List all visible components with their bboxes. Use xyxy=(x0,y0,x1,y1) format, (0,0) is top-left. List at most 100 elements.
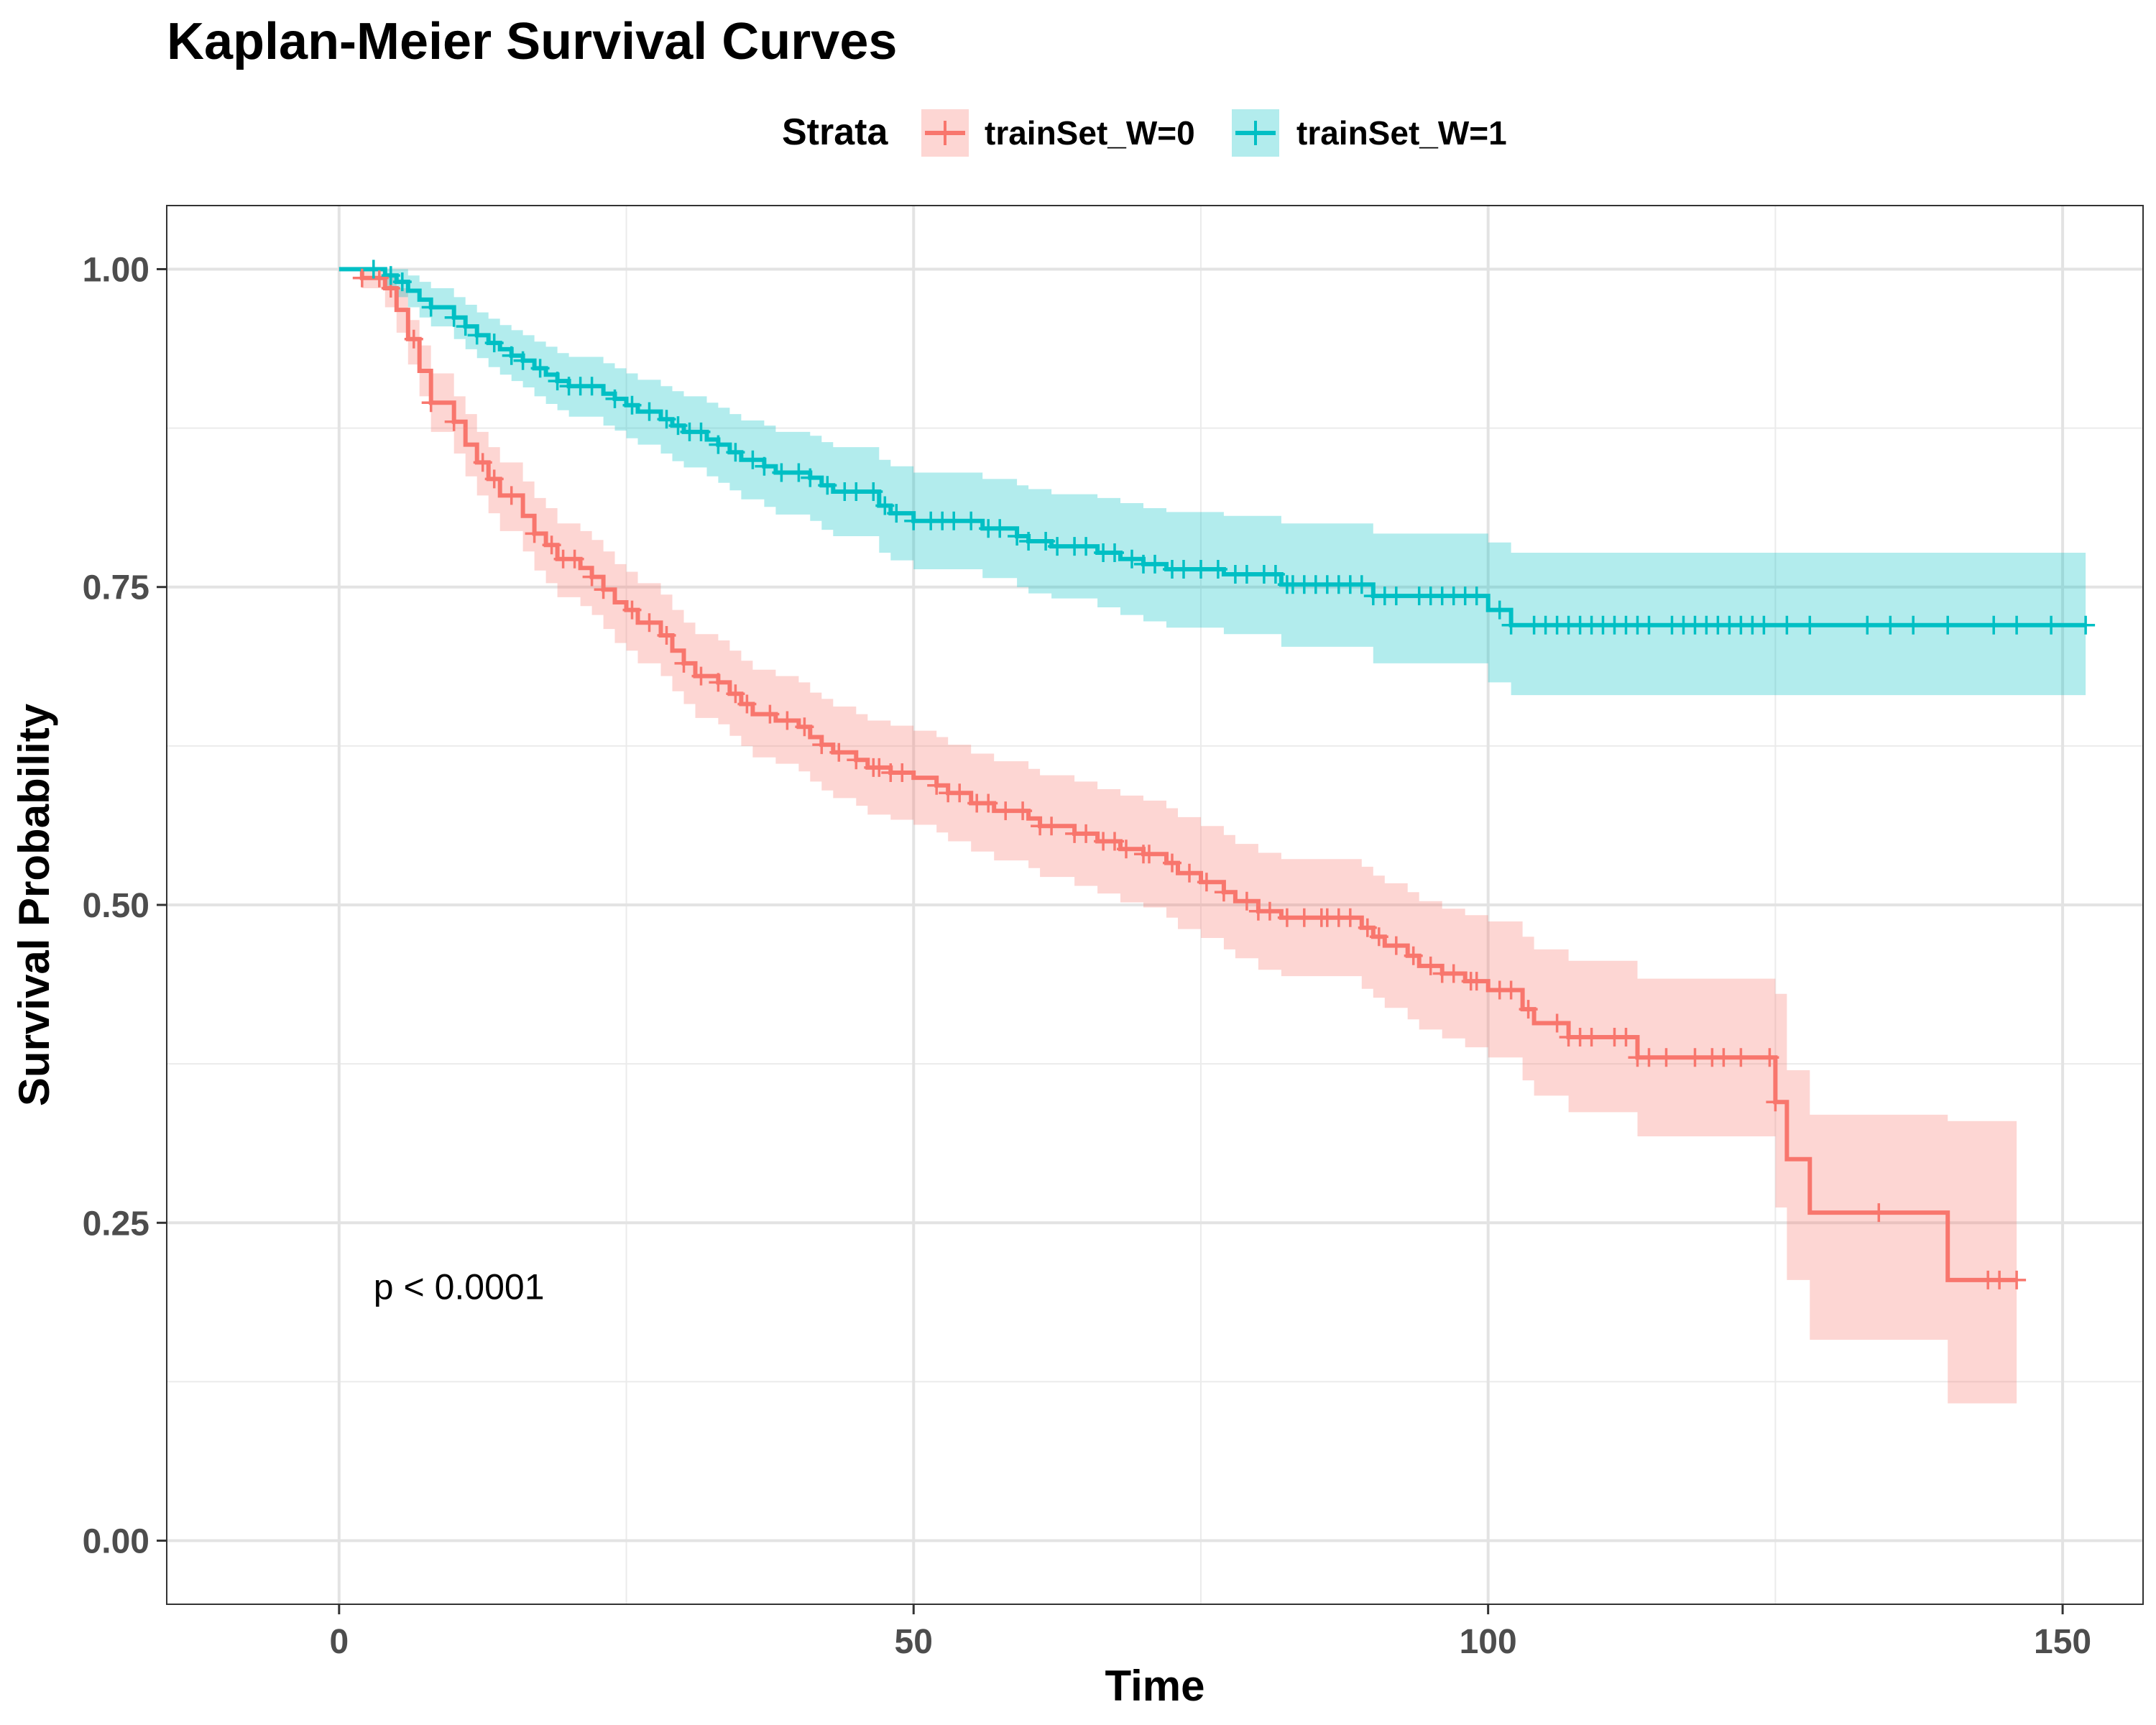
p-value-annotation: p < 0.0001 xyxy=(374,1266,545,1307)
censor-mark-w1 xyxy=(2042,615,2061,635)
censor-mark-w0 xyxy=(542,535,561,555)
censor-mark-w1 xyxy=(1777,615,1797,635)
x-axis-title: Time xyxy=(1105,1662,1205,1710)
censor-mark-w0 xyxy=(829,742,849,762)
censor-mark-w0 xyxy=(847,750,866,770)
censor-mark-w1 xyxy=(1800,615,1820,635)
censor-mark-w1 xyxy=(1386,586,1406,606)
censor-mark-w1 xyxy=(622,395,642,415)
censor-mark-w0 xyxy=(1501,980,1521,1000)
censor-mark-w1 xyxy=(1639,615,1659,635)
censor-mark-w0 xyxy=(1294,908,1314,927)
survival-curve-w0 xyxy=(338,267,2017,1282)
censor-mark-w1 xyxy=(801,468,820,487)
censor-mark-w0 xyxy=(778,711,797,730)
censor-mark-w1 xyxy=(605,389,625,408)
legend-item-w0: trainSet_W=0 xyxy=(921,109,1195,157)
censor-mark-w1 xyxy=(1984,615,2004,635)
x-tick-label: 100 xyxy=(1460,1623,1517,1661)
chart-title: Kaplan-Meier Survival Curves xyxy=(167,13,897,70)
censor-mark-w0 xyxy=(582,567,602,586)
censor-mark-w0 xyxy=(404,329,423,349)
censor-mark-w1 xyxy=(962,511,981,530)
censor-mark-w0 xyxy=(691,666,711,686)
censor-mark-w0 xyxy=(1467,972,1486,991)
censor-mark-w0 xyxy=(565,549,584,569)
censor-mark-w0 xyxy=(950,783,969,803)
censor-mark-w1 xyxy=(640,402,659,421)
censor-mark-w0 xyxy=(1260,901,1279,921)
y-tick-label: 0.50 xyxy=(83,887,149,925)
censor-mark-w1 xyxy=(392,272,412,292)
censor-mark-w0 xyxy=(893,763,912,782)
censor-mark-w0 xyxy=(352,268,372,288)
censor-mark-w1 xyxy=(467,326,487,345)
censor-mark-w1 xyxy=(944,511,964,530)
x-axis-ticks: 0 50 100 150 xyxy=(329,1604,2091,1661)
censor-mark-w1 xyxy=(1490,600,1509,620)
censor-mark-w0 xyxy=(996,801,1015,821)
censor-mark-w0 xyxy=(1013,801,1033,821)
censor-mark-w0 xyxy=(1277,908,1296,927)
censor-mark-w0 xyxy=(1547,1013,1567,1033)
censor-mark-w0 xyxy=(622,600,642,620)
censor-mark-w0 xyxy=(1731,1048,1751,1067)
censor-mark-w1 xyxy=(1501,615,1521,635)
confidence-bands xyxy=(338,269,2086,1404)
censor-mark-w1 xyxy=(1146,554,1164,574)
censor-mark-w0 xyxy=(421,393,441,413)
censor-mark-w0 xyxy=(760,704,780,724)
x-tick-label: 0 xyxy=(329,1623,349,1661)
censor-mark-w0 xyxy=(1404,946,1423,965)
censor-mark-w0 xyxy=(870,758,889,777)
censor-mark-w1 xyxy=(502,346,521,365)
censor-mark-w1 xyxy=(1237,565,1256,584)
censor-mark-w0 xyxy=(979,794,998,813)
censor-mark-w1 xyxy=(990,519,1010,538)
y-tick-label: 1.00 xyxy=(83,251,149,289)
censor-mark-w0 xyxy=(795,717,814,737)
censor-mark-w1 xyxy=(1036,532,1056,551)
censor-mark-w1 xyxy=(668,416,688,436)
censor-mark-w1 xyxy=(1077,537,1096,556)
censor-mark-w1 xyxy=(381,266,400,285)
censor-mark-w0 xyxy=(1042,816,1061,836)
censor-mark-w0 xyxy=(1197,873,1216,892)
censor-mark-w1 xyxy=(1754,615,1774,635)
censor-mark-w0 xyxy=(1369,927,1388,947)
confidence-band-w0 xyxy=(338,269,2017,1404)
censor-mark-w0 xyxy=(1105,832,1124,851)
legend-title: Strata xyxy=(782,111,888,153)
censor-mark-w0 xyxy=(927,776,946,795)
censor-mark-w1 xyxy=(789,463,808,482)
censor-mark-w1 xyxy=(1192,560,1210,579)
censor-mark-w0 xyxy=(812,735,831,755)
censor-mark-w0 xyxy=(1639,1048,1659,1067)
censor-mark-w0 xyxy=(1340,908,1360,927)
censor-mark-w0 xyxy=(1760,1048,1779,1067)
censor-mark-w0 xyxy=(1117,840,1135,859)
censor-mark-w0 xyxy=(1140,845,1158,864)
y-tick-label: 0.00 xyxy=(83,1523,149,1561)
censor-mark-w1 xyxy=(818,476,837,495)
censor-mark-w1 xyxy=(1123,549,1141,569)
censor-mark-w1 xyxy=(1266,565,1285,584)
censor-mark-w1 xyxy=(1467,586,1486,606)
censor-mark-w0 xyxy=(737,694,757,714)
confidence-band-w1 xyxy=(338,269,2086,696)
censor-mark-w0 xyxy=(1519,1000,1538,1019)
censor-mark-w0 xyxy=(1237,891,1256,911)
y-tick-label: 0.25 xyxy=(83,1205,149,1243)
censor-mark-w0 xyxy=(1685,1048,1705,1067)
censor-mark-w1 xyxy=(2076,615,2096,635)
censor-mark-w1 xyxy=(530,359,550,378)
censor-mark-w0 xyxy=(674,653,694,673)
censor-mark-w0 xyxy=(444,412,464,431)
censor-mark-w1 xyxy=(364,259,383,279)
censor-mark-w0 xyxy=(1582,1028,1601,1046)
legend-item-w1: trainSet_W=1 xyxy=(1232,109,1507,157)
censor-mark-w1 xyxy=(548,372,567,391)
legend-label-w1: trainSet_W=1 xyxy=(1296,114,1507,152)
censor-mark-w0 xyxy=(594,580,613,599)
